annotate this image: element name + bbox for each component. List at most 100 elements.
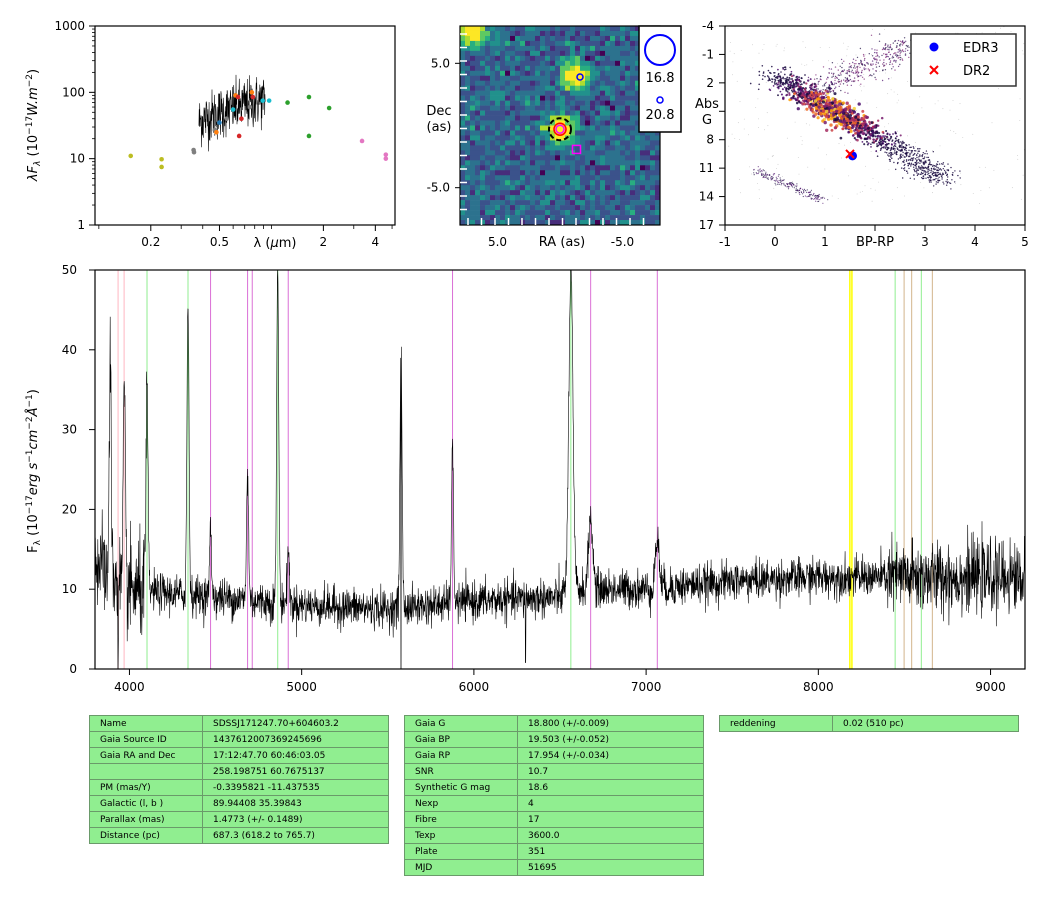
table-row: Parallax (mas) 1.4773 (+/- 0.1489) (89, 811, 389, 828)
spectrum-ytick-label: 10 (62, 582, 77, 596)
table-value: 1437612007369245696 (202, 731, 389, 748)
image-legend-label-0: 16.8 (646, 71, 675, 86)
table-key: Gaia G (404, 715, 518, 732)
table-value: 19.503 (+/-0.052) (517, 731, 704, 748)
hr-ylabel: Abs G (695, 97, 719, 128)
table-value: 17.954 (+/-0.034) (517, 747, 704, 764)
spectrum-ytick-label: 20 (62, 502, 77, 516)
image-legend: 16.8 20.8 (638, 25, 682, 133)
hr-xtick-label: 3 (921, 235, 929, 249)
table-row: Galactic (l, b ) 89.94408 35.39843 (89, 795, 389, 812)
image-legend-marker-1 (656, 96, 664, 104)
table-key: Nexp (404, 795, 518, 812)
spectrum-axes: 4000 5000 6000 7000 8000 9000 0 10 20 30 40 50 (62, 263, 1006, 692)
spectrum-xtick-label: 7000 (631, 680, 662, 692)
hr-ytick-label: 17 (699, 218, 714, 232)
image-magenta-square (571, 144, 582, 155)
spectrum-xtick-label: 5000 (286, 680, 317, 692)
table-value: -0.3395821 -11.437535 (202, 779, 389, 796)
sed-point-8 (224, 116, 229, 122)
table-key: Fibre (404, 811, 518, 828)
table-row: PM (mas/Y) -0.3395821 -11.437535 (89, 779, 389, 796)
table-row: Distance (pc) 687.3 (618.2 to 765.7) (89, 827, 389, 844)
image-legend-label-1: 20.8 (646, 108, 675, 123)
table-value: 51695 (517, 859, 704, 876)
hr-ytick-label: -4 (702, 19, 714, 33)
table-value: 0.02 (510 pc) (832, 715, 1019, 732)
table-key: Name (89, 715, 203, 732)
image-target-magenta-circle (555, 124, 565, 134)
sed-point-25 (383, 156, 389, 161)
table-value: 1.4773 (+/- 0.1489) (202, 811, 389, 828)
table-key: reddening (719, 715, 833, 732)
sed-ytick-label: 1000 (54, 19, 85, 33)
sed-xtick-label: 2 (320, 235, 328, 249)
table-row: Fibre 17 (404, 811, 704, 828)
sed-point-6 (214, 129, 219, 135)
table-row: Nexp 4 (404, 795, 704, 812)
spectrum-xtick-label: 8000 (803, 680, 834, 692)
table-key: Parallax (mas) (89, 811, 203, 828)
sed-ytick-label: 100 (62, 85, 85, 99)
sed-frame (94, 25, 396, 226)
sed-point-12 (236, 133, 242, 139)
table-row: Gaia Source ID 1437612007369245696 (89, 731, 389, 748)
image-pixels (460, 26, 661, 226)
sed-xtick-label: 0.5 (210, 235, 229, 249)
sed-point-11 (235, 94, 241, 100)
sed-point-16 (250, 94, 256, 100)
table-value: SDSSJ171247.70+604603.2 (202, 715, 389, 732)
sed-xtick-label: 4 (372, 235, 380, 249)
table-value: 17:12:47.70 60:46:03.05 (202, 747, 389, 764)
image-target-dashed-circle (548, 117, 572, 142)
table-value: 351 (517, 843, 704, 860)
sed-point-4 (191, 149, 197, 155)
table-key: SNR (404, 763, 518, 780)
image-plot-area (460, 26, 661, 226)
image-target-red-circle (553, 122, 567, 136)
table-row: Gaia RP 17.954 (+/-0.034) (404, 747, 704, 764)
image-xlabel: RA (as) (539, 235, 585, 250)
image-axes: 5.0 -5.0 5.0 -5.0 16.8 20.8 (427, 25, 682, 249)
sed-point-1 (159, 156, 164, 162)
table-key: Distance (pc) (89, 827, 203, 844)
table-value: 10.7 (517, 763, 704, 780)
table-row: Gaia RA and Dec 17:12:47.70 60:46:03.05 (89, 747, 389, 764)
sed-chart: 1 10 100 1000 0.2 0.5 2 4 λ (μm) λFλ (10−17W.m−… (25, 19, 396, 251)
image-chart: 5.0 -5.0 5.0 -5.0 16.8 20.8 RA (as) Dec (as) (426, 25, 682, 250)
spectrum-ytick-label: 40 (62, 343, 77, 357)
hr-xtick-label: 0 (771, 235, 779, 249)
info-table-3: reddening 0.02 (510 pc) (719, 715, 1019, 732)
hr-axes: -1 0 1 3 4 5 -4 -1 2 8 11 14 17 (699, 19, 1029, 249)
info-table-1: Name SDSSJ171247.70+604603.2 Gaia Source I… (89, 715, 389, 844)
sed-ytick-label: 1 (77, 218, 85, 232)
sed-xtick-label: 0.2 (141, 235, 160, 249)
hr-ytick-label: 2 (706, 76, 714, 90)
hr-chart: -1 0 1 3 4 5 -4 -1 2 8 11 14 17 BP-RP Abs G EDR3 DR2 (695, 19, 1029, 250)
table-key (89, 763, 203, 780)
table-key: Gaia RA and Dec (89, 747, 203, 764)
sed-ylabel: λFλ (10−17W.m−2) (25, 69, 43, 182)
spectrum-line (94, 269, 1025, 670)
table-row: Synthetic G mag 18.6 (404, 779, 704, 796)
image-legend-marker-0 (644, 34, 676, 66)
hr-ytick-label: -1 (702, 47, 714, 61)
spectrum-plot-area (94, 269, 1025, 670)
legend-dr2-label: DR2 (963, 64, 990, 79)
hr-ytick-label: 11 (699, 161, 714, 175)
sed-point-21 (306, 133, 312, 139)
table-key: Gaia Source ID (89, 731, 203, 748)
sed-point-7 (217, 120, 222, 125)
sed-xlabel: λ (μm) (254, 236, 297, 251)
table-value: 4 (517, 795, 704, 812)
sed-point-24 (383, 152, 389, 157)
table-value: 89.94408 35.39843 (202, 795, 389, 812)
table-key: Plate (404, 843, 518, 860)
table-value: 3600.0 (517, 827, 704, 844)
sed-point-13 (239, 116, 244, 122)
hr-xtick-label: -1 (719, 235, 731, 249)
sed-point-20 (306, 94, 312, 100)
table-key: Gaia BP (404, 731, 518, 748)
table-key: Gaia RP (404, 747, 518, 764)
table-key: Texp (404, 827, 518, 844)
